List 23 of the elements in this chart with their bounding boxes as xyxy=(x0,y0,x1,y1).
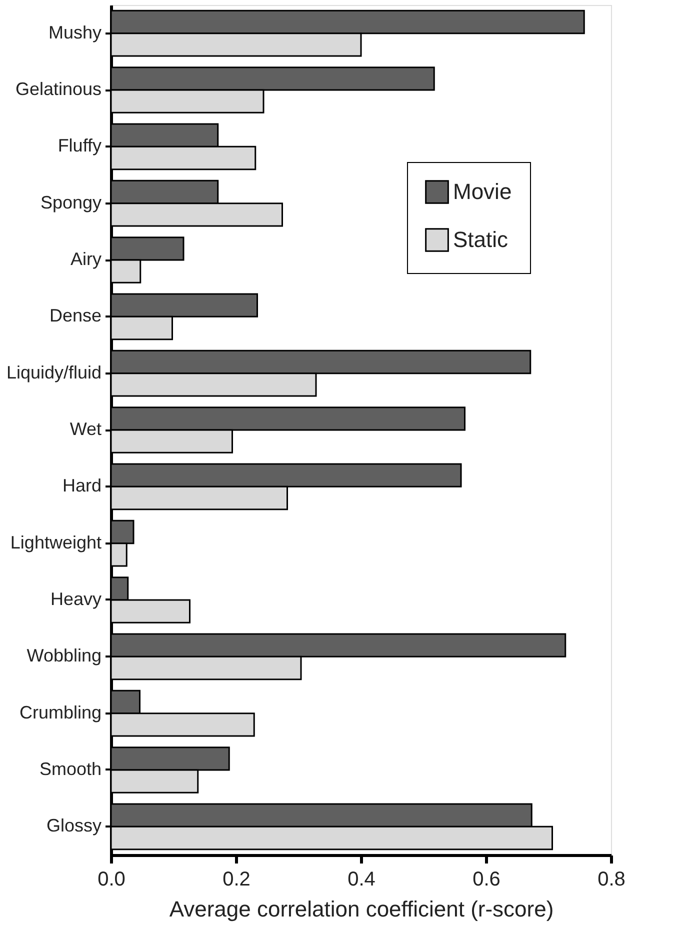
x-tick-label: 0.0 xyxy=(98,868,126,890)
y-tick-label: Hard xyxy=(62,476,102,496)
y-tick-label: Mushy xyxy=(48,22,102,42)
x-tick-label: 0.4 xyxy=(348,868,376,890)
y-tick-label: Glossy xyxy=(46,816,102,836)
y-tick-label: Crumbling xyxy=(19,702,102,722)
x-axis-title: Average correlation coefficient (r-score) xyxy=(169,896,554,922)
y-tick-label: Wet xyxy=(70,419,102,439)
legend-label: Static xyxy=(453,227,508,252)
x-tick-label: 0.8 xyxy=(598,868,626,890)
y-tick-label: Lightweight xyxy=(10,532,102,552)
y-tick-label: Wobbling xyxy=(26,646,102,666)
y-tick-label: Airy xyxy=(70,249,102,269)
legend-label: Movie xyxy=(453,179,512,204)
y-tick-label: Spongy xyxy=(40,192,102,212)
y-tick-label: Liquidy/fluid xyxy=(6,362,102,382)
y-tick-label: Gelatinous xyxy=(15,79,102,99)
y-tick-label: Heavy xyxy=(50,589,102,609)
y-tick-label: Dense xyxy=(49,306,102,326)
y-tick-label: Smooth xyxy=(39,759,102,779)
y-tick-label: Fluffy xyxy=(58,136,102,156)
x-tick-label: 0.6 xyxy=(472,868,500,890)
x-tick-label: 0.2 xyxy=(222,868,250,890)
